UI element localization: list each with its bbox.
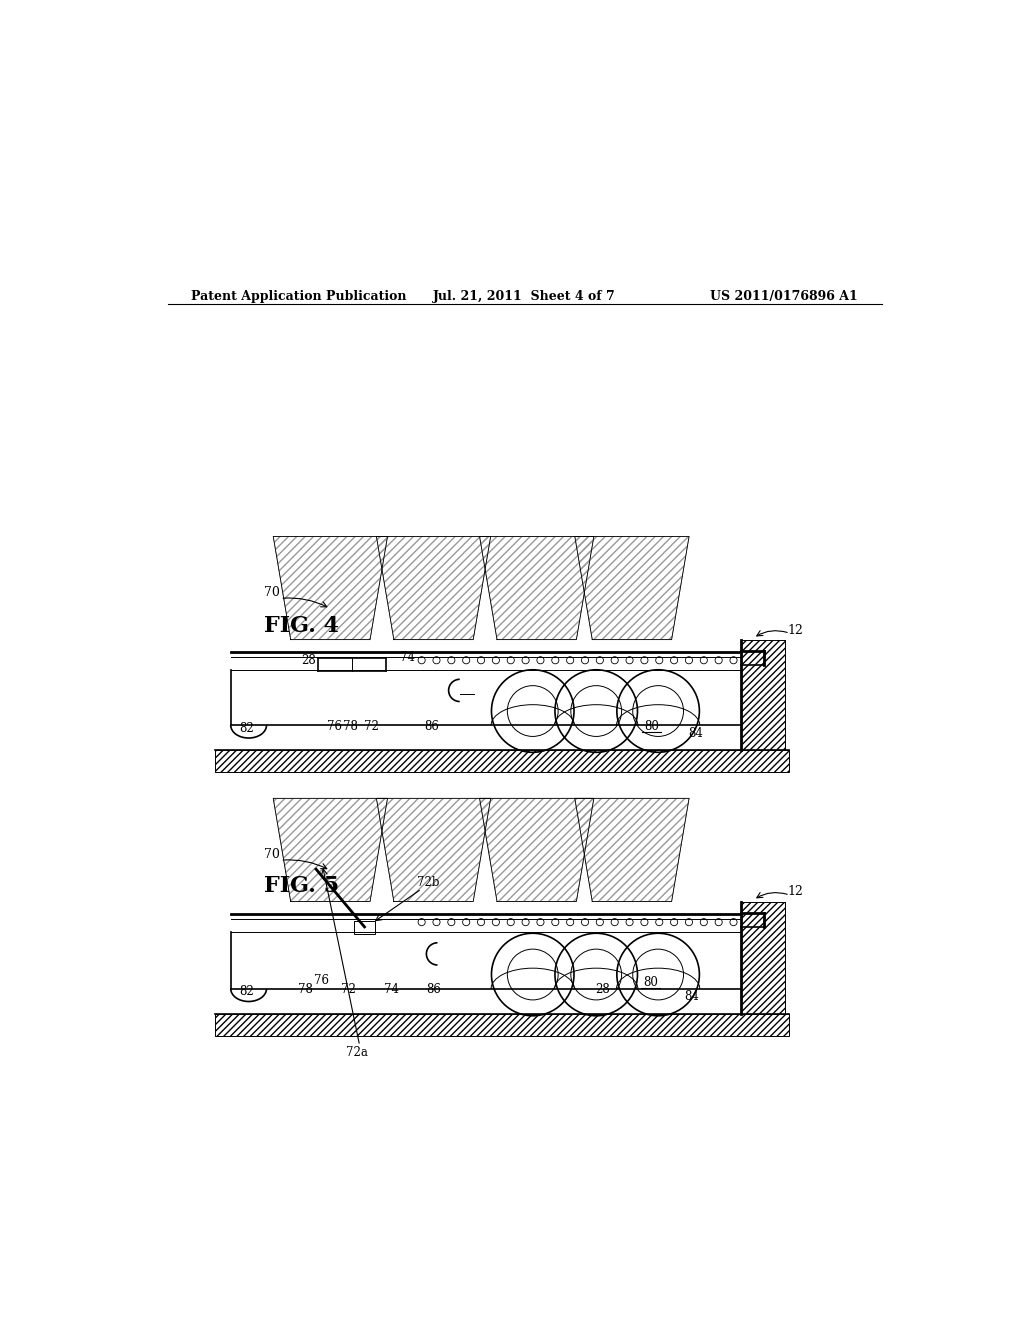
Text: 86: 86 <box>425 719 439 733</box>
Text: Jul. 21, 2011  Sheet 4 of 7: Jul. 21, 2011 Sheet 4 of 7 <box>433 289 616 302</box>
Text: 80: 80 <box>643 975 657 989</box>
Text: 70: 70 <box>264 586 281 599</box>
Polygon shape <box>354 921 375 935</box>
Text: 82: 82 <box>240 722 254 735</box>
Text: 84: 84 <box>688 727 702 739</box>
Text: 76: 76 <box>327 719 342 733</box>
Text: 70: 70 <box>264 849 281 861</box>
Text: 80: 80 <box>644 719 659 733</box>
Text: 28: 28 <box>595 983 610 997</box>
Text: FIG. 5: FIG. 5 <box>264 875 340 896</box>
Text: 72: 72 <box>365 719 379 733</box>
Text: 78: 78 <box>343 719 357 733</box>
Text: 72: 72 <box>341 983 356 997</box>
Text: 74: 74 <box>384 983 399 997</box>
Text: 76: 76 <box>314 974 329 987</box>
Text: 78: 78 <box>298 983 313 997</box>
Text: FIG. 4: FIG. 4 <box>264 615 340 638</box>
Text: 28: 28 <box>301 653 316 667</box>
Text: 82: 82 <box>240 986 254 998</box>
Text: 12: 12 <box>787 886 804 899</box>
Text: US 2011/0176896 A1: US 2011/0176896 A1 <box>711 289 858 302</box>
Text: 72b: 72b <box>417 876 439 888</box>
Text: Patent Application Publication: Patent Application Publication <box>191 289 407 302</box>
Text: 72a: 72a <box>346 1045 368 1059</box>
Text: 12: 12 <box>787 623 804 636</box>
Text: 74: 74 <box>399 651 415 664</box>
Text: 86: 86 <box>426 983 441 997</box>
Text: 84: 84 <box>684 990 699 1003</box>
